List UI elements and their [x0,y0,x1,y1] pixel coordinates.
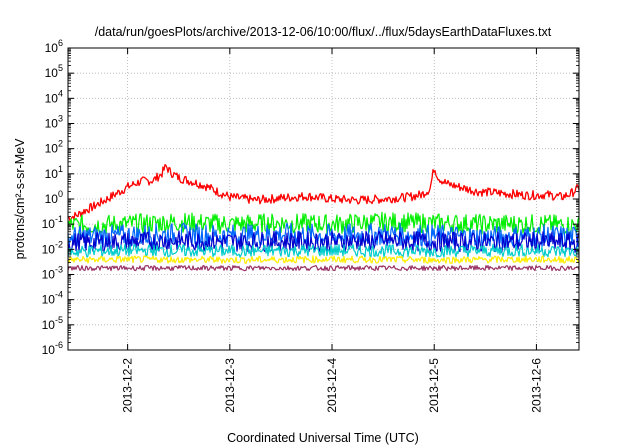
x-tick-label: 2013-12-4 [325,358,339,413]
y-tick-labels: 10-6 10-5 10-4 10-3 10-2 10-1 100 101 102 103 104 1… [42,38,63,357]
y-tick-label: 102 [45,139,63,156]
y-tick-label: 106 [45,38,63,55]
y-tick-label: 105 [45,63,63,80]
y-tick-label: 100 [45,189,63,206]
x-tick-label: 2013-12-5 [427,358,441,413]
series-line-6 [67,255,580,264]
x-tick-label: 2013-12-2 [121,358,135,413]
y-tick-label: 103 [45,114,63,131]
y-tick-label: 10-4 [42,290,63,307]
y-tick-label: 104 [45,88,63,105]
x-tick-label: 2013-12-6 [529,358,543,413]
y-axis-label: protons/cm²-s-sr-MeV [13,138,27,260]
series-line-2 [67,211,580,235]
axis-ticks [68,47,579,351]
y-tick-label: 10-3 [42,265,63,282]
y-tick-label: 101 [45,164,63,181]
grid-lines [68,48,579,350]
series-line-7 [67,265,580,272]
series-line-1 [67,163,580,222]
x-tick-label: 2013-12-3 [223,358,237,413]
y-tick-label: 10-5 [42,315,63,332]
x-axis-label: Coordinated Universal Time (UTC) [227,431,419,445]
y-tick-label: 10-2 [42,239,63,256]
y-tick-label: 10-6 [42,340,63,357]
chart-title: /data/run/goesPlots/archive/2013-12-06/1… [95,25,552,39]
y-tick-label: 10-1 [42,214,63,231]
series-layer [67,163,580,272]
series-line-5 [67,243,580,258]
x-tick-labels: 2013-12-2 2013-12-3 2013-12-4 2013-12-5 2013… [121,358,544,413]
